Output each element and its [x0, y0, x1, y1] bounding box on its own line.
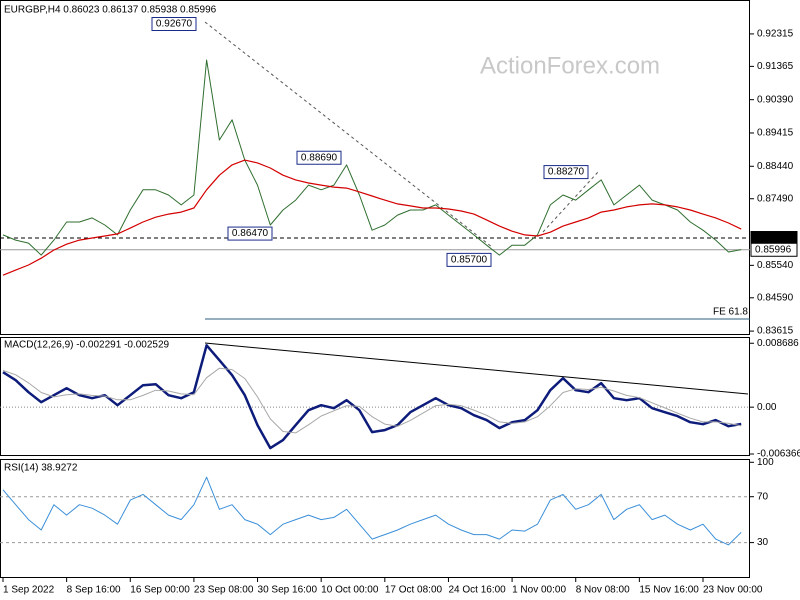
- price-annotation: 0.92670: [156, 19, 193, 30]
- y-tick-label: 0.92315: [757, 29, 794, 40]
- x-tick-label: 17 Oct 08:00: [385, 585, 443, 596]
- level-label: 0.86340: [755, 233, 792, 244]
- y-tick-label: 0.00: [757, 402, 777, 413]
- x-tick-label: 1 Nov 00:00: [512, 585, 566, 596]
- level-box: [750, 242, 798, 257]
- y-tick-label: 0.83615: [757, 326, 794, 337]
- y-tick-label: 0.88440: [757, 161, 794, 172]
- level-label: 0.85996: [755, 244, 792, 255]
- price-annotation-box: [296, 150, 342, 165]
- rsi-panel-frame: [0, 459, 750, 578]
- series-line: [2, 159, 742, 276]
- series-line: [2, 59, 742, 256]
- x-tick-label: 30 Sep 16:00: [258, 585, 318, 596]
- price-annotation: 0.86470: [232, 228, 269, 239]
- x-tick-label: 8 Sep 16:00: [67, 585, 121, 596]
- rsi-title: RSI(14) 38.9272: [4, 463, 78, 474]
- series-line: [2, 367, 742, 434]
- price-annotation: 0.85700: [451, 255, 488, 266]
- x-tick-label: 1 Sep 2022: [3, 585, 55, 596]
- x-tick-label: 8 Nov 08:00: [576, 585, 630, 596]
- x-tick-label: 10 Oct 00:00: [321, 585, 379, 596]
- fib-label: FE 61.8: [713, 307, 748, 318]
- price-annotation-box: [446, 252, 492, 267]
- x-tick-label: 15 Nov 16:00: [639, 585, 699, 596]
- y-tick-label: 100: [757, 457, 774, 468]
- price-annotation-box: [151, 17, 197, 31]
- series-line: [2, 344, 742, 450]
- macd-trend-line: [204, 342, 749, 395]
- series-line: [2, 476, 742, 546]
- y-tick-label: -0.006366: [757, 449, 800, 460]
- trend-line: [204, 21, 493, 248]
- y-tick-label: 30: [757, 537, 769, 548]
- macd-title: MACD(12,26,9) -0.002291 -0.002529: [4, 340, 170, 351]
- trend-line: [542, 171, 599, 233]
- price-title: EURGBP,H4 0.86023 0.86137 0.85938 0.8599…: [4, 5, 217, 16]
- y-tick-label: 0.90390: [757, 94, 794, 105]
- x-tick-label: 24 Oct 16:00: [448, 585, 506, 596]
- y-tick-label: 0.84590: [757, 292, 794, 303]
- price-annotation: 0.88270: [548, 167, 585, 178]
- y-tick-label: 0.89415: [757, 128, 794, 139]
- x-tick-label: 16 Sep 00:00: [130, 585, 190, 596]
- price-panel-frame: [0, 0, 750, 335]
- x-tick-label: 23 Sep 08:00: [194, 585, 254, 596]
- y-tick-label: 0.008686: [757, 338, 799, 349]
- watermark: ActionForex.com: [480, 52, 660, 79]
- macd-panel-frame: [0, 337, 750, 456]
- y-tick-label: 0.91365: [757, 61, 794, 72]
- y-tick-label: 0.85540: [757, 260, 794, 271]
- x-tick-label: 23 Nov 00:00: [703, 585, 763, 596]
- y-tick-label: 0.87490: [757, 193, 794, 204]
- price-annotation-box: [227, 226, 273, 241]
- price-annotation-box: [543, 165, 589, 180]
- y-tick-label: 70: [757, 491, 769, 502]
- price-annotation: 0.88690: [301, 152, 338, 163]
